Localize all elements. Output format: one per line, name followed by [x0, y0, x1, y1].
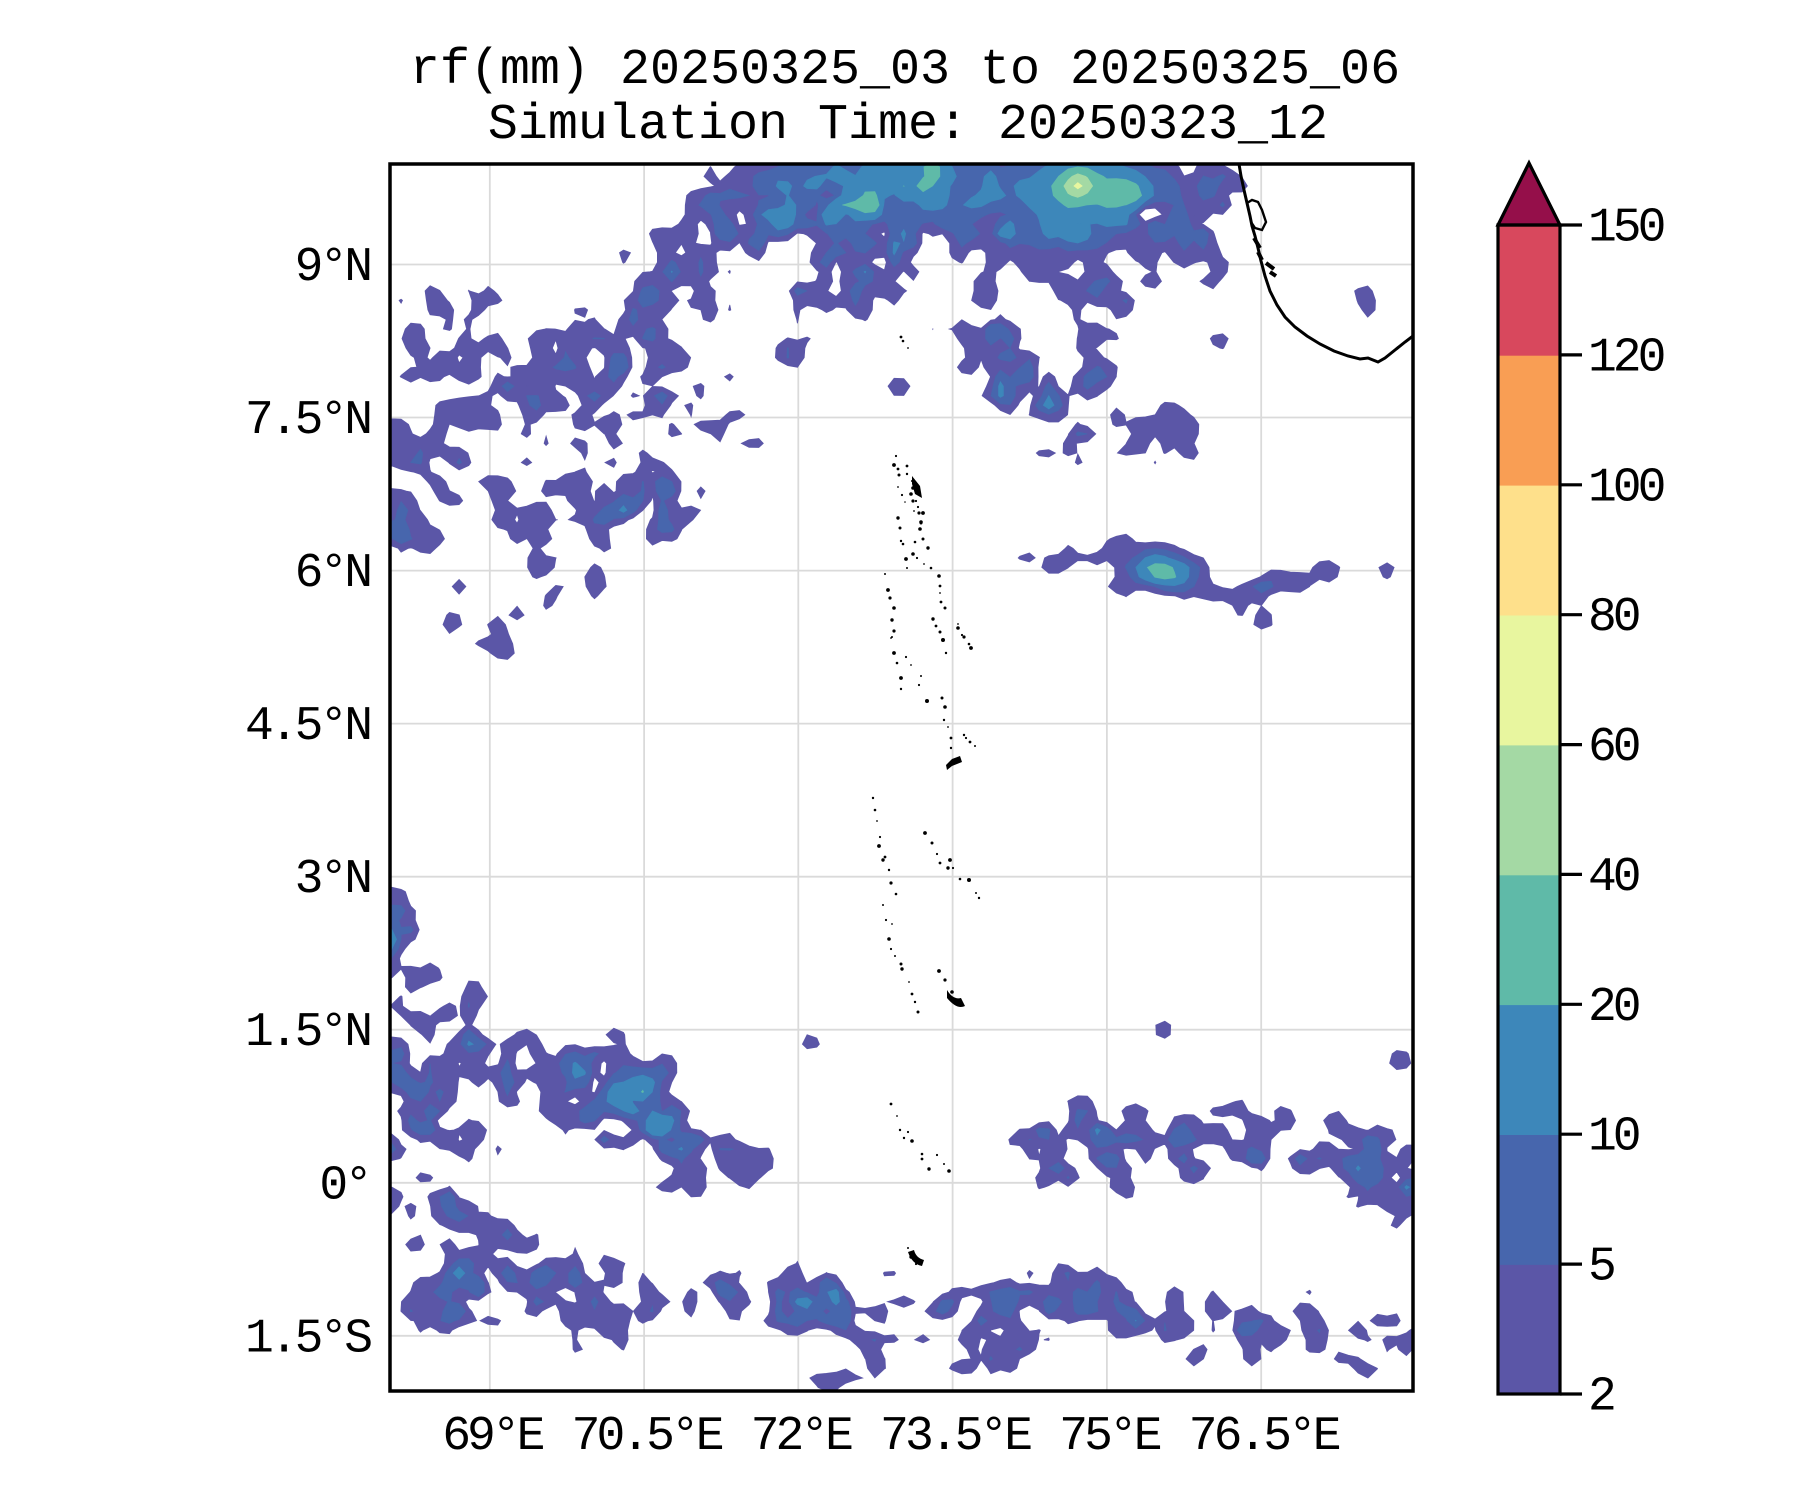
svg-text:20: 20	[1588, 981, 1639, 1035]
svg-text:5: 5	[1588, 1241, 1614, 1295]
svg-text:0°: 0°	[319, 1159, 369, 1213]
svg-text:60: 60	[1588, 721, 1639, 775]
svg-text:1.5°N: 1.5°N	[245, 1006, 369, 1060]
svg-text:1.5°S: 1.5°S	[245, 1312, 371, 1366]
svg-text:9°N: 9°N	[295, 241, 370, 295]
svg-text:100: 100	[1588, 461, 1664, 515]
svg-text:7.5°N: 7.5°N	[245, 394, 369, 448]
svg-text:75°E: 75°E	[1059, 1410, 1160, 1464]
svg-text:69°E: 69°E	[442, 1410, 543, 1464]
svg-text:2: 2	[1588, 1371, 1614, 1425]
svg-text:80: 80	[1588, 591, 1639, 645]
svg-text:10: 10	[1588, 1111, 1639, 1165]
svg-text:6°N: 6°N	[295, 547, 370, 601]
svg-text:150: 150	[1588, 202, 1664, 256]
svg-text:73.5°E: 73.5°E	[880, 1410, 1031, 1464]
svg-text:76.5°E: 76.5°E	[1189, 1410, 1340, 1464]
svg-text:4.5°N: 4.5°N	[245, 700, 369, 754]
svg-text:72°E: 72°E	[751, 1410, 852, 1464]
svg-text:3°N: 3°N	[295, 853, 370, 907]
svg-text:40: 40	[1588, 851, 1639, 905]
svg-text:Simulation Time: 20250323_12: Simulation Time: 20250323_12	[488, 97, 1328, 154]
svg-text:rf(mm) 20250325_03 to 20250325: rf(mm) 20250325_03 to 20250325_06	[410, 42, 1400, 99]
svg-text:70.5°E: 70.5°E	[572, 1410, 723, 1464]
svg-text:120: 120	[1588, 331, 1664, 385]
